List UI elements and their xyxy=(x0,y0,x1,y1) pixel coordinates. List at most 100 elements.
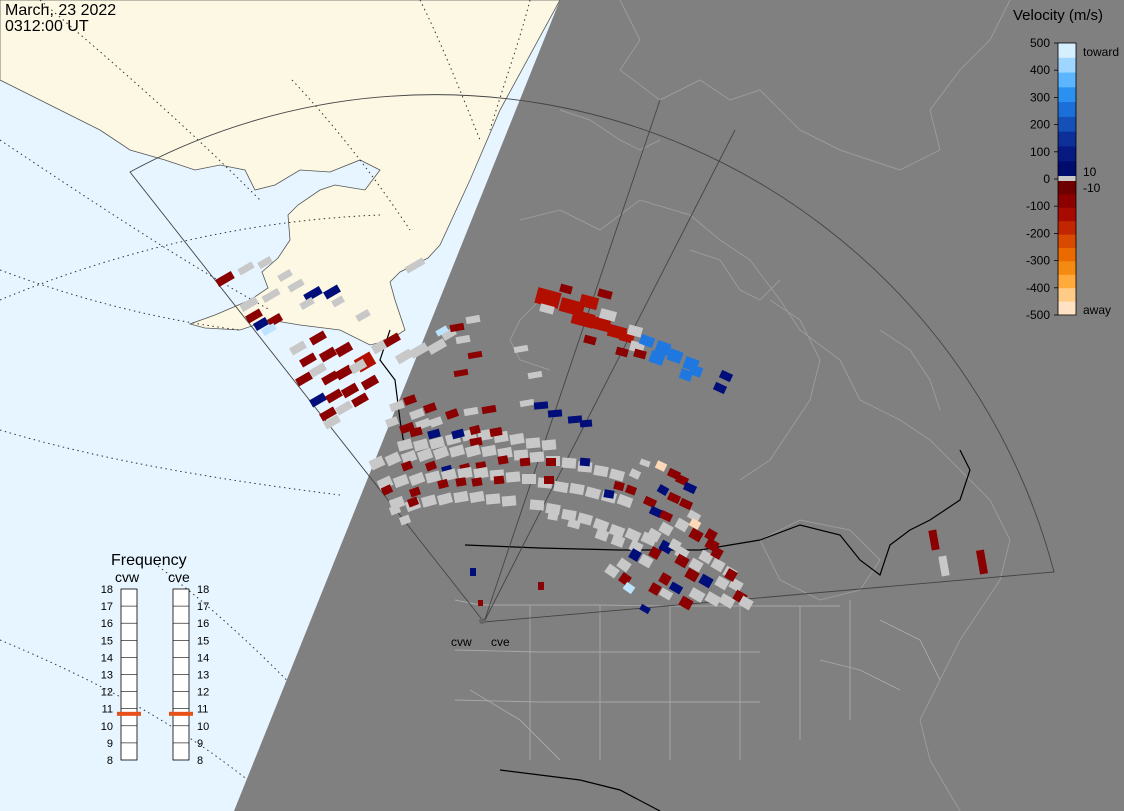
scatter-cell xyxy=(928,529,940,551)
frequency-tick-label: 10 xyxy=(101,721,113,733)
scatter-cell xyxy=(547,511,559,521)
scatter-cell xyxy=(561,459,573,469)
scatter-cell xyxy=(583,334,597,346)
scatter-cell xyxy=(398,514,412,526)
scatter-cell xyxy=(592,517,610,533)
night-terminator-region xyxy=(234,0,1124,811)
scatter-cell xyxy=(610,534,626,548)
scatter-cell xyxy=(738,595,754,611)
scatter-cell xyxy=(698,573,714,589)
scatter-cell xyxy=(559,283,573,295)
scatter-cell xyxy=(340,382,360,399)
scatter-cell xyxy=(674,473,690,487)
colorbar-threshold-pos: 10 xyxy=(1083,165,1097,179)
colorbar-segment xyxy=(1058,288,1076,303)
colorbar-tick-label: 400 xyxy=(1030,63,1050,77)
scatter-cell xyxy=(384,451,402,467)
scatter-cell xyxy=(239,296,259,312)
scatter-cell xyxy=(497,455,509,465)
colorbar-toward-label: toward xyxy=(1083,45,1119,59)
frequency-tick-label: 17 xyxy=(197,601,209,613)
scatter-cell xyxy=(567,518,581,530)
scatter-cell xyxy=(449,322,465,333)
scatter-cell xyxy=(435,325,449,337)
scatter-cell xyxy=(392,473,410,489)
site-label-cve: cve xyxy=(491,635,510,649)
scatter-cell xyxy=(424,460,438,472)
scatter-cell xyxy=(383,332,401,348)
scatter-cell xyxy=(485,493,501,505)
frequency-panel: Frequency cvw cve 18 17 16 15 14 13 12 11 10 9 8 18… xyxy=(101,552,210,767)
scatter-cell xyxy=(469,437,483,447)
colorbar-segment xyxy=(1058,301,1076,316)
colorbar-segment xyxy=(1058,72,1076,88)
scatter-cell xyxy=(678,497,694,511)
scatter-cell xyxy=(688,557,704,573)
scatter-cell xyxy=(519,457,531,467)
scatter-cell xyxy=(444,408,460,420)
colorbar-threshold-neg: -10 xyxy=(1083,181,1101,195)
scatter-cell xyxy=(616,493,634,509)
scatter-cell xyxy=(593,464,609,478)
scatter-cell xyxy=(533,401,549,410)
scatter-cell xyxy=(388,504,402,516)
scatter-cell xyxy=(588,315,612,333)
scatter-cell xyxy=(481,444,497,458)
scatter-cell xyxy=(682,481,698,495)
scatter-cell xyxy=(698,549,714,565)
colorbar-tick-label: 0 xyxy=(1043,172,1050,186)
scatter-cell xyxy=(451,428,465,440)
frequency-tick-label: 18 xyxy=(101,584,113,596)
scatter-cell xyxy=(628,548,642,562)
scatter-cells xyxy=(215,255,989,615)
scatter-cell xyxy=(608,523,626,539)
scatter-cell xyxy=(376,475,394,491)
scatter-cell xyxy=(576,512,594,526)
scatter-cell xyxy=(261,322,277,337)
scatter-cell xyxy=(579,457,591,467)
scatter-cell xyxy=(261,287,281,304)
scatter-cell xyxy=(584,486,602,500)
scatter-cell xyxy=(668,538,682,552)
colorbar-segment xyxy=(1058,43,1076,59)
scatter-cell xyxy=(519,398,535,408)
scatter-cell xyxy=(646,527,662,543)
scatter-cell xyxy=(409,426,423,438)
radar-fov-outline xyxy=(129,94,1055,623)
scatter-cell xyxy=(656,484,670,496)
frequency-tick-label: 11 xyxy=(197,704,208,716)
colorbar-tick-label: -200 xyxy=(1026,226,1050,240)
scatter-cell xyxy=(569,482,585,496)
frequency-tick-label: 10 xyxy=(197,721,209,733)
scatter-cell xyxy=(648,349,666,367)
scatter-cell xyxy=(277,268,293,283)
scatter-cell xyxy=(710,546,724,560)
scatter-cell xyxy=(432,445,450,461)
colorbar-segment xyxy=(1058,248,1076,262)
colorbar-segment xyxy=(1058,102,1076,118)
scatter-cell xyxy=(481,404,497,415)
date-label: March, 23 2022 xyxy=(5,2,116,19)
scatter-cell xyxy=(639,458,651,468)
scatter-cell xyxy=(648,546,662,560)
scatter-cell xyxy=(396,438,414,452)
frequency-tick-label: 17 xyxy=(101,601,113,613)
scatter-cell xyxy=(640,531,658,547)
scatter-cell xyxy=(615,346,629,358)
scatter-cell xyxy=(406,496,420,508)
scatter-cell xyxy=(334,341,354,358)
scatter-cell xyxy=(252,317,270,331)
scatter-cell xyxy=(331,295,345,308)
scatter-cell xyxy=(688,527,704,543)
scatter-cell xyxy=(389,399,405,413)
scatter-cell xyxy=(295,371,313,387)
scatter-cell xyxy=(424,470,442,484)
colorbar-title: Velocity (m/s) xyxy=(1013,7,1103,24)
radar-site-marker xyxy=(479,618,485,624)
scatter-cell xyxy=(658,539,674,555)
scatter-cell xyxy=(546,458,556,466)
scatter-cell xyxy=(541,439,557,451)
scatter-cell xyxy=(323,284,341,300)
scatter-cell xyxy=(489,427,503,437)
graticule xyxy=(0,0,531,791)
